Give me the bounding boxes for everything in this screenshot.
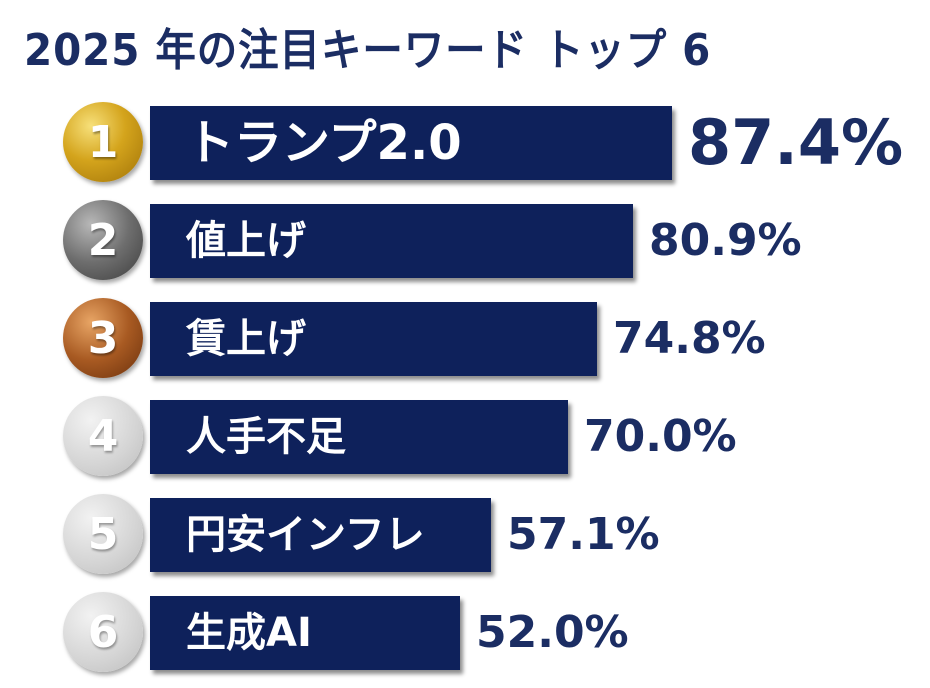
bar [150, 498, 491, 572]
category-label: 値上げ [186, 218, 306, 264]
category-label: 賃上げ [186, 316, 306, 362]
value-label: 70.0% [584, 411, 737, 462]
bar-row: 5 円安インフレ 57.1% [0, 492, 930, 576]
bar-row: 4 人手不足 70.0% [0, 394, 930, 478]
value-label: 74.8% [613, 313, 766, 364]
value-label: 52.0% [476, 607, 629, 658]
bar [150, 596, 460, 670]
rank-number: 6 [87, 606, 119, 658]
chart-title: 2025 年の注目キーワード トップ 6 [24, 25, 712, 76]
bar [150, 106, 672, 180]
rank-medal-icon: 3 [63, 298, 143, 378]
rank-number: 2 [87, 214, 119, 266]
category-label: トランプ2.0 [186, 115, 462, 171]
value-label: 87.4% [688, 106, 904, 179]
rank-number: 1 [87, 116, 119, 168]
bar-row: 2 値上げ 80.9% [0, 198, 930, 282]
rank-number: 5 [87, 508, 119, 560]
category-label: 生成AI [186, 610, 312, 656]
bar [150, 204, 633, 278]
category-label: 円安インフレ [186, 512, 425, 558]
rank-medal-icon: 5 [63, 494, 143, 574]
bar-row: 6 生成AI 52.0% [0, 590, 930, 674]
rank-medal-icon: 6 [63, 592, 143, 672]
bar [150, 302, 597, 376]
category-label: 人手不足 [186, 414, 346, 460]
rank-medal-icon: 4 [63, 396, 143, 476]
rank-number: 4 [87, 410, 119, 462]
rank-medal-icon: 1 [63, 102, 143, 182]
bar-row: 1 トランプ2.0 87.4% [0, 100, 930, 184]
rank-medal-icon: 2 [63, 200, 143, 280]
bar [150, 400, 568, 474]
rank-number: 3 [87, 312, 119, 364]
bar-row: 3 賃上げ 74.8% [0, 296, 930, 380]
value-label: 57.1% [507, 509, 660, 560]
value-label: 80.9% [649, 215, 802, 266]
